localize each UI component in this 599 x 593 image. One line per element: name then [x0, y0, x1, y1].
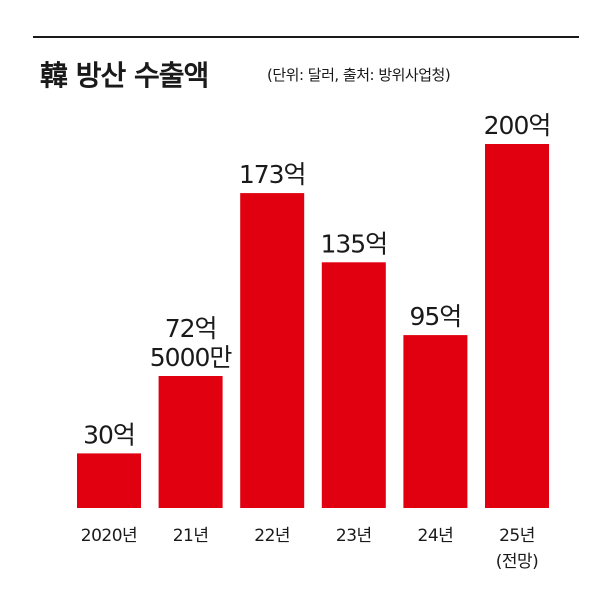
value-label-3: 135억 [320, 229, 387, 258]
bar-5 [485, 144, 549, 508]
chart-title: 韓 방산 수출액 [40, 59, 209, 92]
category-label-5-1: (전망) [496, 552, 539, 572]
category-label-0: 2020년 [81, 526, 137, 546]
value-label-0: 30억 [83, 420, 135, 449]
bar-1 [158, 376, 223, 508]
value-label-2: 173억 [239, 160, 306, 189]
bar-2 [240, 193, 305, 508]
top-rule [33, 36, 579, 38]
value-label-4: 95억 [409, 302, 461, 331]
category-label-5-0: 25년 [499, 526, 535, 546]
bar-3 [321, 262, 386, 508]
category-label-3: 23년 [336, 526, 372, 546]
category-label-2: 22년 [254, 526, 290, 546]
chart-subtitle: (단위: 달러, 출처: 방위사업청) [267, 66, 451, 84]
value-label-1-1: 5000만 [150, 343, 233, 372]
category-label-1: 21년 [173, 526, 209, 546]
value-label-5: 200억 [484, 111, 551, 140]
bar-0 [77, 453, 141, 508]
category-label-4: 24년 [418, 526, 454, 546]
value-label-1-0: 72억 [165, 314, 217, 343]
bar-4 [403, 335, 468, 508]
